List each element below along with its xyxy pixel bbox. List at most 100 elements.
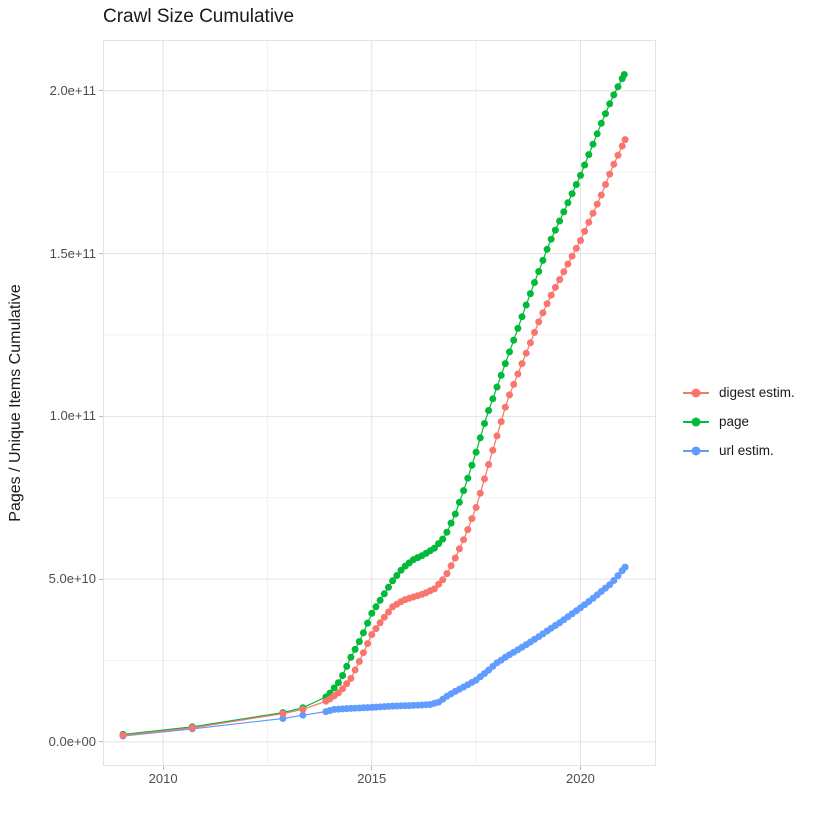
- data-point-digest-estim: [347, 674, 355, 682]
- series-line-digest-estim: [122, 139, 626, 736]
- data-point-digest-estim: [547, 291, 555, 299]
- data-point-page: [330, 684, 338, 692]
- data-point-digest-estim: [430, 585, 438, 593]
- data-point-digest-estim: [435, 580, 443, 588]
- data-point-digest-estim: [614, 151, 622, 159]
- data-point-digest-estim: [585, 218, 593, 226]
- legend-key-icon: [683, 444, 709, 458]
- data-point-digest-estim: [572, 244, 580, 252]
- data-point-page: [343, 662, 351, 670]
- data-point-page: [589, 140, 597, 148]
- data-point-digest-estim: [481, 475, 488, 483]
- data-point-page: [443, 528, 451, 536]
- data-point-page: [506, 348, 513, 356]
- data-point-digest-estim: [489, 446, 497, 454]
- data-point-digest-estim: [368, 631, 376, 638]
- data-point-digest-estim: [364, 640, 372, 648]
- data-point-digest-estim: [618, 142, 626, 150]
- data-point-url-estim: [614, 572, 622, 580]
- data-point-page: [435, 540, 443, 548]
- data-point-digest-estim: [556, 276, 564, 284]
- data-point-digest-estim: [581, 227, 589, 235]
- data-point-digest-estim: [621, 136, 629, 144]
- data-point-digest-estim: [439, 576, 447, 584]
- data-point-page: [455, 498, 463, 506]
- data-point-page: [556, 217, 564, 225]
- data-point-page: [501, 360, 509, 368]
- data-point-digest-estim: [497, 418, 505, 426]
- data-point-page: [334, 679, 342, 687]
- data-point-page: [460, 487, 468, 495]
- data-point-digest-estim: [188, 724, 196, 732]
- data-point-digest-estim: [468, 515, 476, 523]
- plot-panel: [103, 40, 656, 766]
- data-point-page: [439, 535, 447, 543]
- data-point-page: [468, 461, 476, 469]
- data-point-page: [620, 71, 628, 78]
- data-point-page: [364, 619, 372, 627]
- data-point-digest-estim: [455, 545, 463, 553]
- data-point-page: [564, 199, 572, 207]
- data-point-digest-estim: [119, 731, 127, 739]
- data-point-page: [393, 572, 401, 579]
- data-point-digest-estim: [602, 181, 609, 188]
- data-point-digest-estim: [551, 283, 559, 291]
- data-point-digest-estim: [355, 658, 363, 665]
- data-point-digest-estim: [526, 339, 534, 347]
- data-point-digest-estim: [493, 432, 501, 440]
- data-point-digest-estim: [385, 608, 392, 616]
- data-point-digest-estim: [610, 160, 618, 168]
- data-point-digest-estim: [518, 360, 526, 368]
- data-point-page: [485, 407, 493, 414]
- data-point-page: [543, 245, 551, 253]
- legend-label: page: [719, 414, 750, 429]
- data-point-digest-estim: [372, 625, 380, 633]
- data-point-digest-estim: [597, 191, 605, 199]
- data-point-page: [355, 638, 363, 646]
- data-point-page: [447, 519, 455, 527]
- data-point-page: [430, 544, 438, 552]
- data-point-digest-estim: [577, 237, 584, 244]
- y-axis-tick: [99, 741, 103, 743]
- data-point-digest-estim: [447, 562, 455, 570]
- data-point-page: [593, 130, 601, 138]
- data-point-digest-estim: [514, 370, 522, 378]
- data-point-page: [339, 672, 347, 679]
- data-point-page: [522, 301, 530, 309]
- data-point-page: [614, 83, 622, 91]
- legend: digest estim. page url estim.: [683, 378, 795, 465]
- data-point-page: [389, 577, 397, 585]
- data-point-digest-estim: [485, 461, 493, 468]
- data-point-page: [526, 290, 534, 298]
- data-point-digest-estim: [522, 349, 530, 357]
- data-point-page: [606, 100, 614, 108]
- data-point-digest-estim: [506, 391, 513, 399]
- data-point-page: [489, 395, 497, 403]
- data-point-digest-estim: [299, 705, 307, 713]
- data-point-page: [572, 181, 580, 188]
- data-point-page: [476, 434, 484, 442]
- data-point-digest-estim: [560, 268, 568, 276]
- data-point-url-estim: [610, 577, 618, 584]
- data-point-digest-estim: [564, 260, 572, 268]
- data-point-page: [602, 110, 609, 118]
- data-point-digest-estim: [606, 170, 614, 178]
- data-point-digest-estim: [343, 680, 351, 688]
- data-point-digest-estim: [451, 554, 459, 562]
- data-point-digest-estim: [568, 252, 576, 260]
- data-point-page: [547, 235, 555, 243]
- data-point-page: [510, 336, 518, 344]
- y-axis-tick: [99, 253, 103, 255]
- data-point-digest-estim: [339, 685, 347, 693]
- data-point-page: [351, 645, 359, 653]
- legend-key-icon: [683, 415, 709, 429]
- data-point-digest-estim: [376, 619, 384, 627]
- data-point-digest-estim: [351, 666, 359, 674]
- data-point-page: [451, 510, 459, 518]
- y-axis-tick-label: 1.0e+11: [49, 408, 96, 424]
- y-axis-title: Pages / Unique Items Cumulative: [7, 284, 24, 522]
- data-point-digest-estim: [472, 504, 480, 511]
- data-point-page: [531, 279, 538, 286]
- data-point-url-estim: [279, 715, 287, 722]
- data-point-page: [472, 448, 480, 456]
